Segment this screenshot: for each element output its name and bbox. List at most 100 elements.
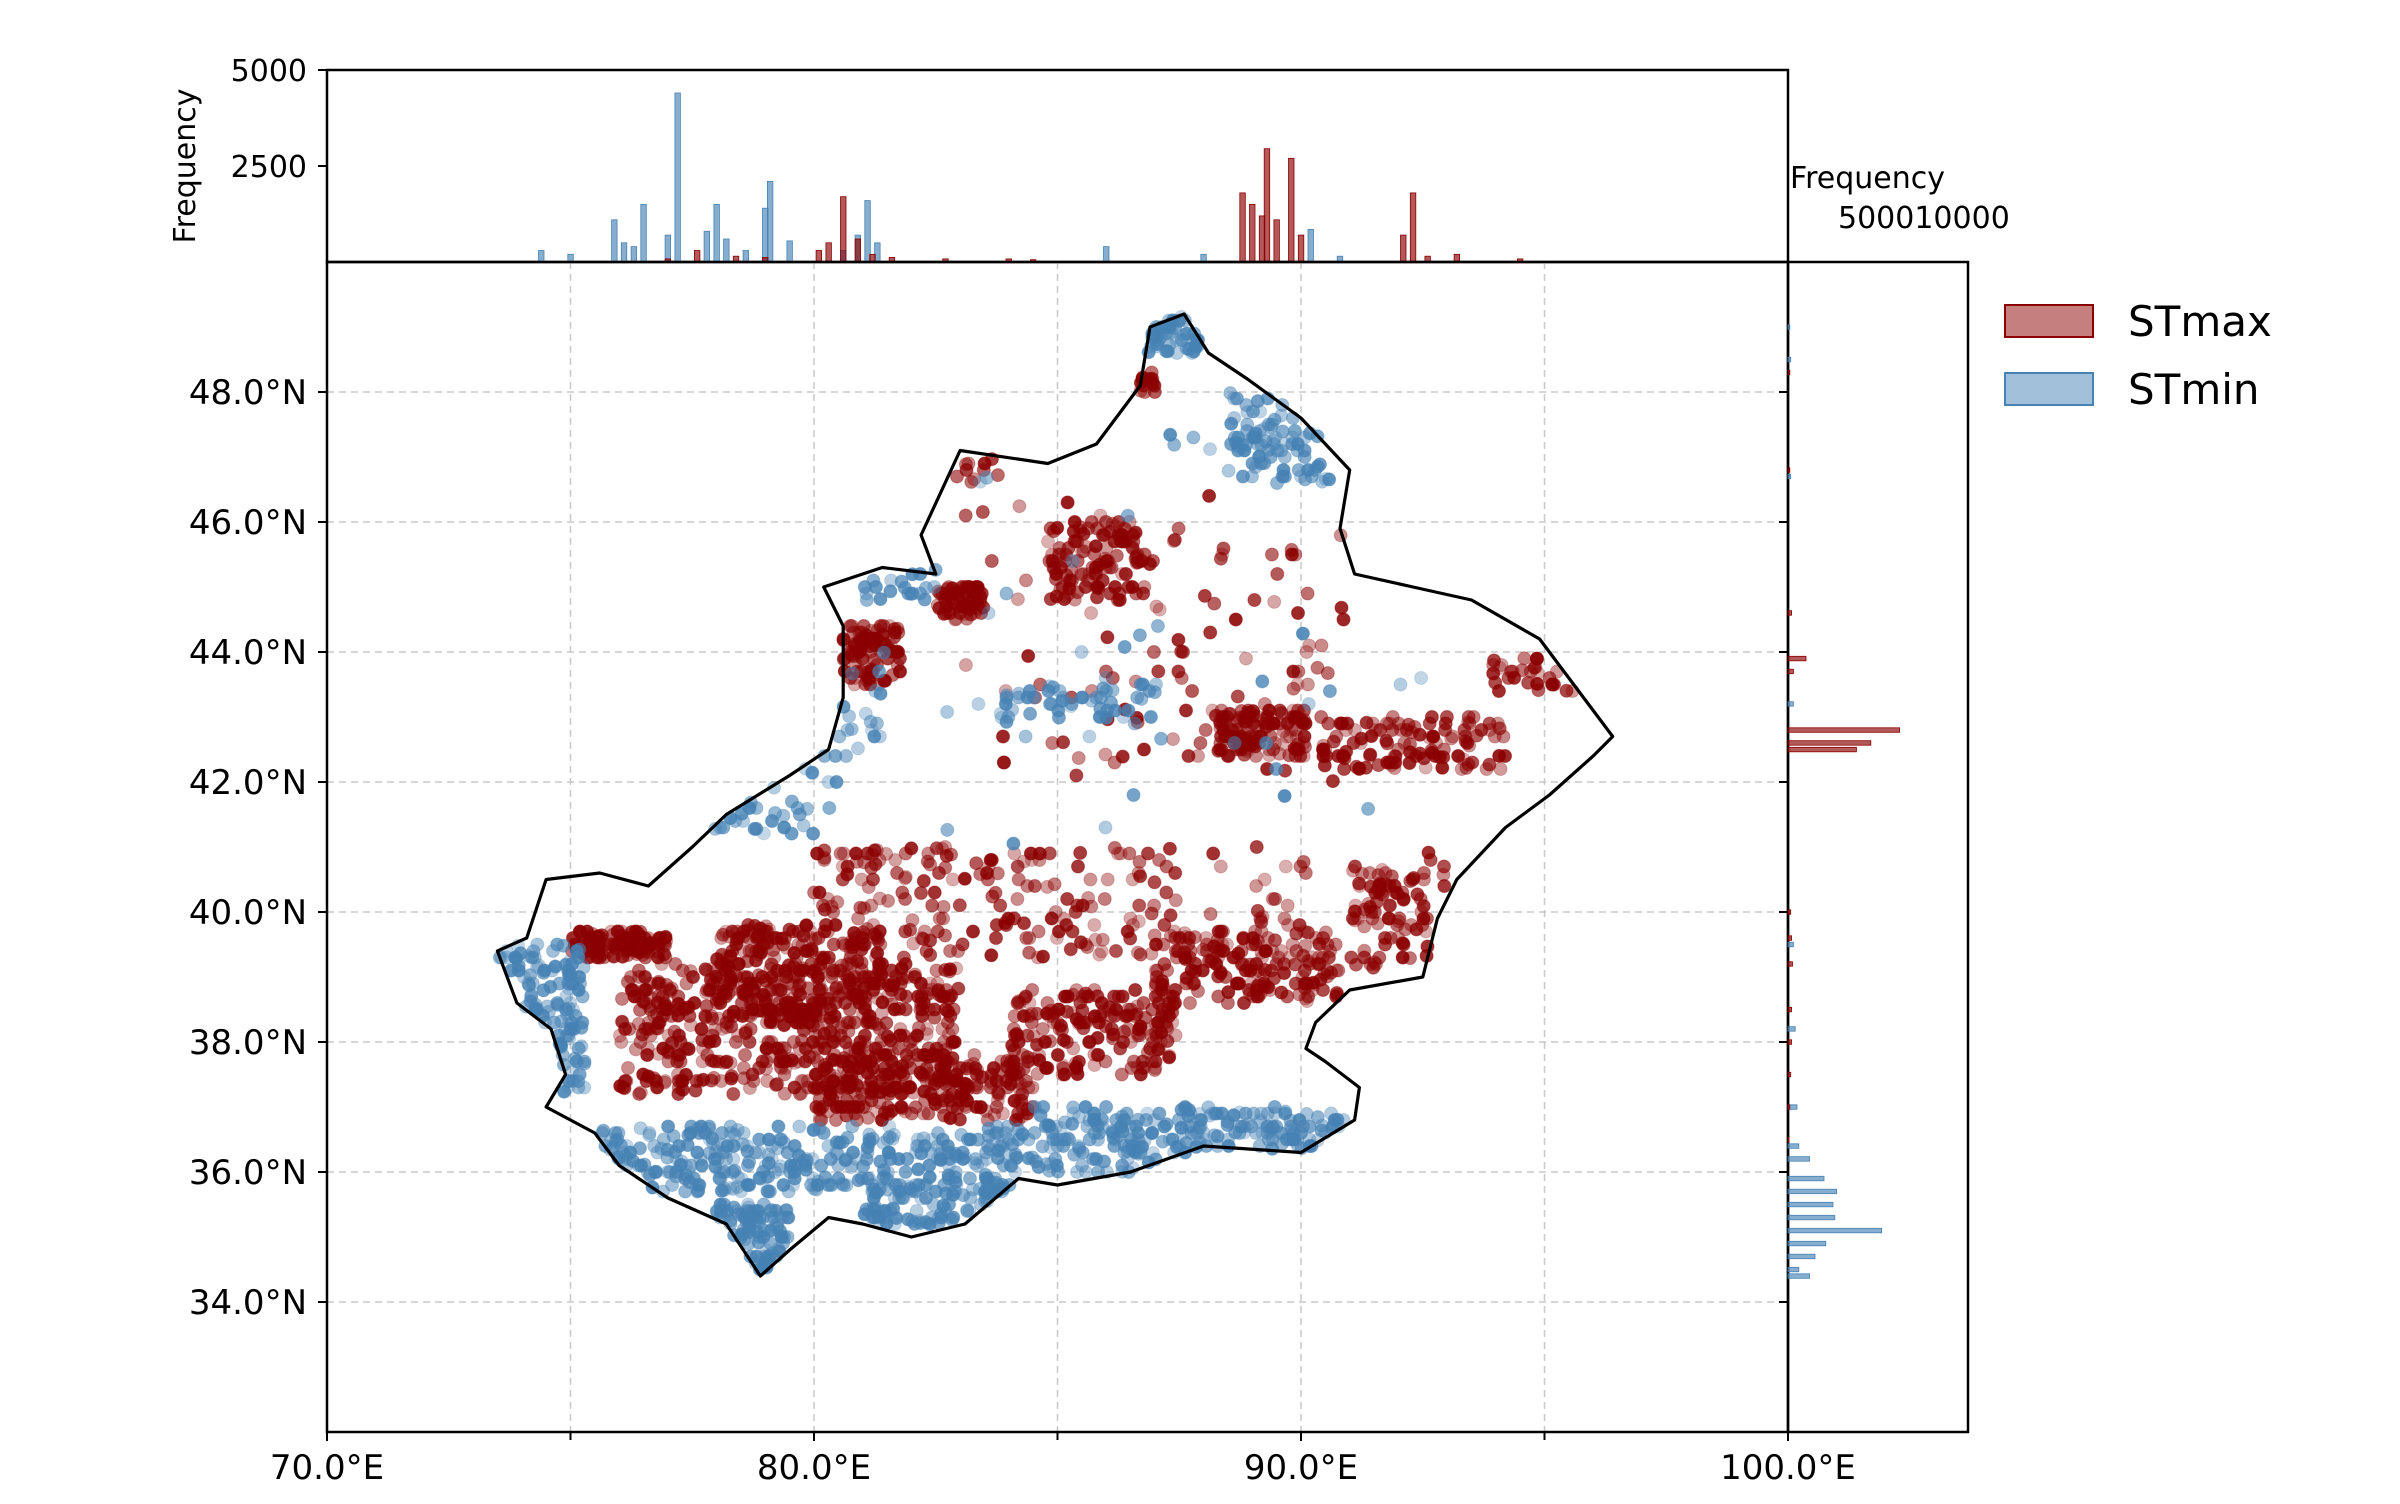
stmin-point-1102: [1393, 677, 1408, 692]
stmax-point-2369: [1098, 747, 1113, 762]
stmax-point-1747: [1396, 937, 1411, 952]
stmax-point-1598: [1011, 872, 1026, 887]
stmax-point-596: [668, 957, 683, 971]
stmax-point-413: [675, 1074, 690, 1088]
stmax-point-2320: [1149, 599, 1164, 614]
y-tick-label-3: 40.0°N: [189, 893, 307, 933]
right-stmin-bar-7: [1787, 1240, 1827, 1247]
stmax-point-378: [760, 1074, 775, 1088]
stmin-point-1048: [768, 806, 783, 820]
stmax-point-878: [875, 957, 889, 971]
stmax-point-2331: [1167, 532, 1182, 547]
stmax-point-1051: [1000, 1080, 1015, 1095]
stmax-point-93: [610, 924, 625, 939]
stmax-point-1560: [1051, 924, 1066, 939]
right-stmin-bar-6: [1787, 1227, 1882, 1234]
stmin-point-1033: [822, 801, 837, 815]
stmin-point-748: [569, 1054, 584, 1069]
stmax-point-502: [698, 1009, 713, 1023]
stmin-point-1005: [1020, 690, 1035, 705]
stmax-point-2376: [1286, 681, 1301, 696]
top-stmin-bar-13: [767, 180, 774, 263]
stmax-point-1555: [985, 889, 1000, 904]
stmax-point-2399: [1166, 732, 1180, 747]
stmax-point-600: [892, 1028, 907, 1043]
stmax-point-554: [660, 1002, 675, 1017]
stmax-point-1029: [876, 1070, 890, 1085]
stmin-point-813: [946, 1210, 961, 1225]
stmax-point-1000: [938, 1053, 953, 1067]
stmax-point-1579: [993, 898, 1008, 913]
stmin-point-322: [844, 1158, 859, 1173]
stmax-point-1594: [840, 859, 855, 874]
stmax-point-779: [850, 954, 865, 969]
legend-label-stmax: STmax: [2128, 297, 2272, 346]
stmin-point-1107: [981, 606, 996, 620]
stmax-point-620: [802, 1049, 817, 1064]
stmin-point-276: [882, 1130, 897, 1144]
stmax-point-2321: [1267, 594, 1282, 609]
y-tick-label-7: 48.0°N: [189, 373, 307, 413]
stmax-point-1655: [1277, 911, 1292, 926]
stmax-point-1912: [942, 606, 957, 621]
stmax-point-2385: [1100, 630, 1115, 645]
stmin-point-557: [1296, 1119, 1310, 1134]
stmax-point-2386: [996, 755, 1011, 770]
stmax-point-1443: [1250, 989, 1265, 1004]
stmin-point-336: [631, 1158, 646, 1173]
stmax-point-2017: [1098, 551, 1113, 566]
top-stmax-bar-17: [1273, 219, 1280, 263]
stmax-point-2329: [1333, 716, 1348, 731]
stmin-point-1093: [999, 586, 1014, 601]
stmax-point-1201: [1052, 1022, 1067, 1036]
stmin-point-1013: [1052, 684, 1067, 698]
stmax-point-2390: [1071, 751, 1086, 765]
stmax-point-1634: [951, 944, 966, 958]
stmax-point-1969: [1043, 521, 1058, 536]
stmax-point-2341: [1171, 632, 1186, 647]
stmax-point-1502: [1031, 924, 1046, 939]
stmax-point-1289: [1128, 983, 1143, 997]
stmax-point-866: [812, 976, 827, 991]
stmax-point-780: [752, 947, 767, 962]
stmax-point-2007: [1057, 592, 1072, 607]
stmax-point-1416: [1280, 989, 1295, 1004]
stmax-point-797: [745, 1002, 760, 1017]
stmin-point-281: [781, 1184, 796, 1199]
stmin-point-327: [702, 1132, 717, 1147]
stmin-point-757: [559, 1028, 574, 1043]
stmax-point-1108: [877, 1105, 892, 1120]
stmin-point-481: [1108, 1132, 1123, 1147]
right-stmin-bar-12: [1787, 1026, 1796, 1032]
stmin-point-236: [686, 1171, 701, 1186]
stmax-point-1572: [1057, 912, 1072, 926]
stmin-point-963: [1227, 391, 1242, 406]
stmin-point-1034: [728, 814, 743, 828]
stmin-point-535: [1057, 1115, 1072, 1130]
stmax-point-1074: [924, 1074, 939, 1088]
stmax-point-2228: [1490, 716, 1505, 731]
stmax-point-2243: [1458, 734, 1473, 749]
top-stmax-bar-13: [1239, 192, 1246, 263]
stmax-point-360: [769, 1077, 784, 1092]
stmax-point-1539: [952, 898, 967, 913]
stmin-point-507: [1145, 1126, 1159, 1140]
stmax-point-1501: [817, 924, 832, 939]
stmax-point-1925: [1119, 567, 1133, 581]
stmax-point-547: [650, 995, 665, 1010]
x-tick-label-1: 80.0°E: [757, 1448, 871, 1488]
stmax-point-1224: [1046, 1015, 1061, 1030]
stmax-point-849: [841, 972, 856, 987]
stmax-point-2233: [1422, 716, 1437, 731]
stmax-point-2241: [1403, 745, 1418, 760]
stmax-point-1589: [1063, 942, 1078, 957]
stmin-point-503: [1027, 1100, 1042, 1114]
stmax-point-277: [738, 1048, 752, 1062]
stmax-point-1769: [1368, 905, 1383, 919]
stmin-point-835: [878, 1204, 892, 1218]
right-stmax-bar-3: [1787, 727, 1900, 733]
stmax-point-519: [702, 1035, 717, 1049]
stmax-point-2005: [1095, 573, 1110, 588]
stmax-point-1391: [1151, 988, 1166, 1003]
